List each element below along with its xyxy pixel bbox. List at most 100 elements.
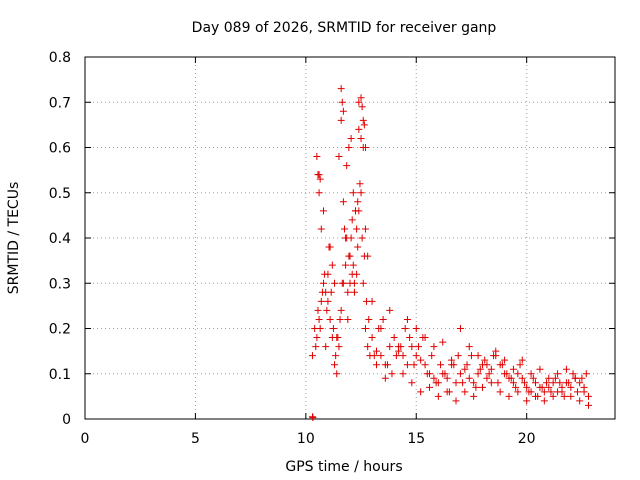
data-point <box>360 121 368 129</box>
data-point <box>357 134 365 142</box>
data-point <box>514 388 522 396</box>
data-point <box>441 370 449 378</box>
data-point <box>345 252 353 260</box>
data-point <box>474 352 482 360</box>
data-point <box>358 103 366 111</box>
chart-title: Day 089 of 2026, SRMTID for receiver gan… <box>192 20 497 36</box>
data-point <box>485 370 493 378</box>
data-point <box>347 134 355 142</box>
data-point <box>317 225 325 233</box>
data-point <box>312 343 320 351</box>
data-point <box>540 388 548 396</box>
data-point <box>443 388 451 396</box>
data-point <box>461 388 469 396</box>
data-point <box>470 392 478 400</box>
data-point <box>333 334 341 342</box>
data-point <box>421 361 429 369</box>
data-point <box>324 297 332 305</box>
data-point <box>498 361 506 369</box>
data-point <box>342 261 350 269</box>
data-point <box>316 325 324 332</box>
data-point <box>437 361 445 369</box>
data-point <box>337 85 345 93</box>
data-point <box>465 343 473 351</box>
data-point <box>346 279 354 287</box>
data-point <box>467 352 475 360</box>
x-tick-label: 5 <box>191 431 200 447</box>
data-point <box>560 392 568 400</box>
data-point <box>509 365 517 373</box>
data-point <box>321 270 329 278</box>
data-point <box>331 279 339 287</box>
data-point <box>483 361 491 369</box>
data-point <box>417 388 425 396</box>
data-point <box>313 153 321 161</box>
data-point <box>333 370 341 378</box>
data-point <box>487 365 495 373</box>
data-point <box>364 343 372 351</box>
data-point <box>430 374 438 382</box>
data-point <box>545 383 553 391</box>
data-point <box>516 361 524 369</box>
data-point <box>585 392 592 400</box>
data-point <box>483 374 491 382</box>
data-point <box>329 325 337 332</box>
data-point <box>518 374 526 382</box>
data-point <box>465 374 473 382</box>
data-point <box>585 401 592 409</box>
data-point <box>569 370 577 378</box>
data-point <box>456 370 464 378</box>
data-point <box>328 261 336 269</box>
data-point <box>373 361 380 369</box>
data-point <box>527 370 535 378</box>
data-point <box>332 352 340 360</box>
data-point <box>549 392 557 400</box>
data-point <box>428 352 436 360</box>
data-point <box>337 116 345 124</box>
data-point <box>554 370 562 378</box>
data-point <box>399 352 407 360</box>
data-point <box>549 379 557 387</box>
data-point <box>450 361 458 369</box>
data-point <box>432 379 440 387</box>
data-point <box>327 288 335 296</box>
data-point <box>408 379 416 387</box>
data-point <box>454 352 462 360</box>
data-point <box>472 383 480 391</box>
data-point <box>386 306 394 314</box>
data-point <box>323 306 331 314</box>
data-point <box>355 98 363 106</box>
data-point <box>352 207 360 215</box>
data-point <box>392 352 400 360</box>
data-point <box>348 216 356 224</box>
data-point <box>512 383 520 391</box>
data-point <box>343 162 351 170</box>
data-point <box>342 234 350 242</box>
data-point <box>379 315 387 323</box>
data-point <box>368 334 376 342</box>
data-point <box>545 374 553 382</box>
x-tick-label: 20 <box>518 431 536 447</box>
data-point <box>322 343 330 351</box>
data-point <box>421 334 429 342</box>
data-point <box>578 374 586 382</box>
data-point <box>377 352 385 360</box>
x-tick-label: 15 <box>407 431 425 447</box>
data-point <box>523 383 531 391</box>
data-point <box>551 374 559 382</box>
data-point <box>452 397 460 405</box>
data-point <box>326 315 334 323</box>
data-point <box>573 388 581 396</box>
data-point <box>361 225 369 233</box>
data-point <box>452 379 460 387</box>
data-point <box>309 414 317 422</box>
data-point <box>314 171 322 179</box>
data-point <box>377 325 385 332</box>
data-point <box>525 388 533 396</box>
data-point <box>335 343 343 351</box>
data-point <box>326 243 334 251</box>
data-point <box>340 225 348 233</box>
data-point <box>476 365 484 373</box>
y-axis-label: SRMTID / TECUs <box>6 182 22 295</box>
data-point <box>529 374 537 382</box>
